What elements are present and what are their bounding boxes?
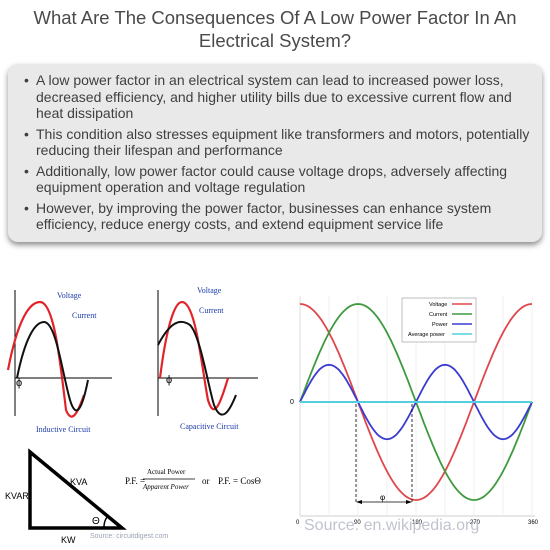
legend-current-label: Current	[429, 312, 448, 318]
x-tick-label: 0	[296, 520, 300, 526]
inductive-circuit-diagram: Voltage Current ϕ Inductive Circuit	[6, 290, 112, 434]
capacitive-circuit-diagram: Voltage Current ϕ Capacitive Circuit	[157, 286, 258, 431]
source-label: Source: en.wikipedia.org	[304, 517, 479, 534]
bullet-list: A low power factor in an electrical syst…	[8, 64, 542, 233]
formula-numerator: Actual Power	[147, 468, 186, 476]
phase-arrowhead-right	[406, 500, 412, 504]
x-tick-label: 180	[412, 520, 423, 526]
bullet-card: A low power factor in an electrical syst…	[8, 64, 542, 242]
x-tick-label: 90	[354, 520, 361, 526]
formula-denominator: Apparent Power	[142, 483, 189, 491]
triangle-shape	[28, 448, 127, 530]
triangle-base-label: KW	[61, 535, 76, 545]
capacitive-current-wave	[158, 300, 230, 411]
capacitive-voltage-wave	[157, 320, 237, 416]
voltage-curve	[299, 303, 533, 501]
phase-label: φ	[380, 493, 385, 502]
power-triangle: KVA KVAR KW Θ Source: circuitdigest.com	[5, 448, 168, 545]
chart-zero-label: 0	[290, 399, 294, 406]
triangle-vert-label: KVAR	[5, 491, 29, 501]
triangle-hyp-label: KVA	[70, 477, 87, 487]
capacitive-voltage-label: Voltage	[197, 286, 222, 295]
x-tick-label: 270	[470, 520, 481, 526]
phase-arrowhead-left	[356, 500, 362, 504]
capacitive-caption: Capacitive Circuit	[180, 422, 239, 431]
bullet-item: Additionally, low power factor could cau…	[24, 163, 536, 196]
power-factor-formula: P.F. = Actual Power Apparent Power or P.…	[125, 468, 261, 491]
chart-x-ticks: 0 90 180 270 360	[296, 520, 539, 526]
waveform-chart: 0 0 90 180 270 360 φ Voltage Current Power A…	[290, 296, 539, 534]
inductive-current-wave	[16, 320, 89, 412]
formula-or: or	[202, 476, 210, 486]
angle-arc	[103, 516, 108, 529]
capacitive-phi-label: ϕ	[166, 374, 172, 386]
formula-lhs: P.F. =	[125, 476, 145, 486]
inductive-caption: Inductive Circuit	[36, 425, 91, 434]
inductive-current-label: Current	[72, 311, 97, 320]
bullet-item: This condition also stresses equipment l…	[24, 126, 536, 159]
bullet-item: However, by improving the power factor, …	[24, 200, 536, 233]
bullet-item: A low power factor in an electrical syst…	[24, 72, 536, 122]
triangle-source-label: Source: circuitdigest.com	[90, 533, 168, 540]
legend-power-label: Power	[432, 322, 448, 328]
capacitive-current-label: Current	[199, 306, 224, 315]
page-title: What Are The Consequences Of A Low Power…	[33, 7, 517, 51]
inductive-voltage-label: Voltage	[57, 291, 82, 300]
x-tick-label: 360	[528, 520, 539, 526]
formula-rhs: P.F. = CosΘ	[218, 476, 261, 486]
inductive-voltage-wave	[6, 300, 86, 418]
chart-legend: Voltage Current Power Average power	[401, 297, 477, 343]
inductive-phi-label: ϕ	[16, 377, 22, 389]
legend-avg-label: Average power	[408, 332, 445, 338]
legend-voltage-label: Voltage	[429, 302, 447, 308]
triangle-angle-label: Θ	[92, 516, 100, 527]
